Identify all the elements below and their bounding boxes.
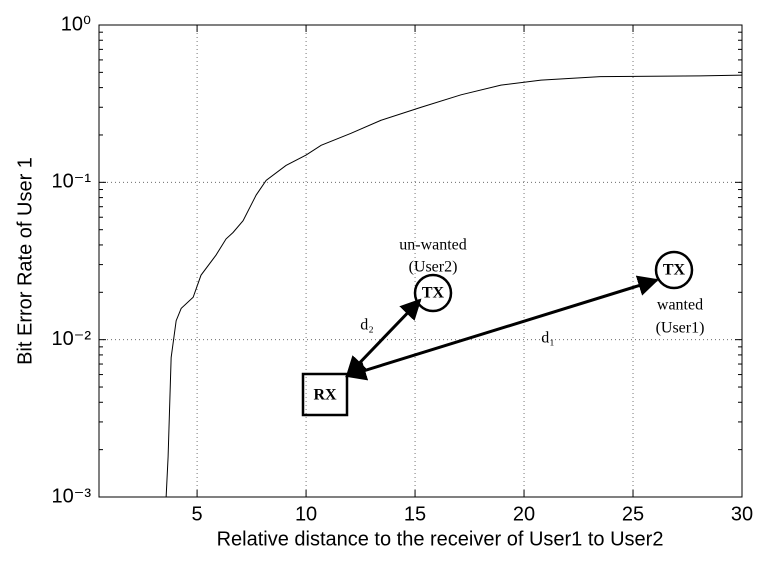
- x-tick-label: 5: [192, 503, 203, 525]
- tx1-label: TX: [663, 262, 686, 279]
- unwanted-label: un-wanted: [399, 237, 467, 254]
- plot: 5 10 15 20 25 30 10⁻³ 10⁻² 10⁻¹ 10⁰: [52, 13, 754, 525]
- x-tick-label: 30: [731, 503, 753, 525]
- x-tick-label: 25: [622, 503, 644, 525]
- y-tick-label: 10⁻¹: [52, 171, 92, 193]
- x-tick-label: 10: [295, 503, 317, 525]
- wanted-label: wanted: [657, 297, 703, 314]
- d2-label: d₂: [360, 317, 374, 334]
- diagram: RX TX TX un-wanted (User2) wanted (User1…: [301, 237, 705, 417]
- line: [165, 74, 743, 498]
- y-tick-label: 10⁰: [61, 13, 91, 35]
- plot-frame: [98, 24, 743, 498]
- tx2-label: TX: [422, 285, 445, 302]
- y-tick-label: 10⁻³: [52, 485, 92, 507]
- x-tick-label: 15: [404, 503, 426, 525]
- x-axis-label: Relative distance to the receiver of Use…: [217, 528, 664, 550]
- user1-label: (User1): [656, 320, 705, 337]
- y-axis-label: Bit Error Rate of User 1: [14, 157, 36, 365]
- arrow-d1: [344, 275, 660, 381]
- rx-box: [301, 372, 349, 417]
- x-tick-label: 20: [513, 503, 535, 525]
- tx1-circle: [654, 250, 694, 290]
- d1-label: d₁: [541, 330, 555, 347]
- y-tick-label: 10⁻²: [52, 328, 92, 350]
- rx-label: RX: [313, 387, 337, 404]
- user2-label: (User2): [409, 259, 458, 276]
